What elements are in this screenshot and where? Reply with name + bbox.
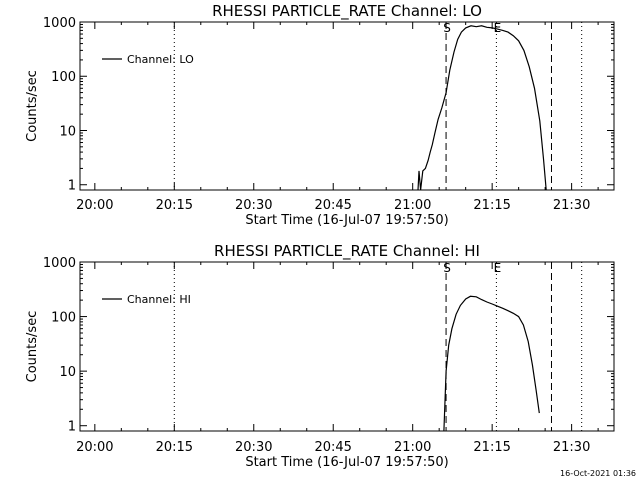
- chart-title: RHESSI PARTICLE_RATE Channel: HI: [214, 242, 480, 261]
- marker-label: S: [443, 261, 451, 275]
- x-tick-label: 21:30: [553, 440, 590, 455]
- x-tick-label: 21:30: [553, 198, 590, 213]
- x-tick-label: 20:30: [235, 440, 272, 455]
- panel-hi: RHESSI PARTICLE_RATE Channel: HI 1 10 100 10…: [25, 242, 615, 470]
- marker-label: S: [443, 21, 451, 35]
- y-tick-label: 10: [59, 365, 76, 380]
- series-line: [443, 295, 540, 432]
- x-tick-label: 20:00: [76, 198, 113, 213]
- chart-title: RHESSI PARTICLE_RATE Channel: LO: [212, 2, 482, 21]
- y-tick-label: 100: [51, 70, 76, 85]
- x-tick-label: 20:45: [314, 198, 351, 213]
- y-tick-label: 1: [68, 179, 76, 194]
- y-tick-label: 1000: [43, 16, 76, 31]
- y-tick-label: 1000: [43, 256, 76, 271]
- marker-label: E: [494, 21, 502, 35]
- x-tick-label: 21:00: [394, 440, 431, 455]
- series-line: [417, 25, 547, 191]
- x-tick-label: 20:00: [76, 440, 113, 455]
- y-tick-label: 1: [68, 420, 76, 435]
- plot-frame: [79, 21, 615, 191]
- x-tick-label: 21:15: [473, 440, 510, 455]
- legend-label: Channel: HI: [127, 293, 191, 306]
- x-tick-label: 20:15: [156, 440, 193, 455]
- panel-lo: RHESSI PARTICLE_RATE Channel: LO 1 10 100 10…: [25, 2, 615, 228]
- timestamp-label: 16-Oct-2021 01:36: [560, 469, 636, 478]
- x-axis-label: Start Time (16-Jul-07 19:57:50): [245, 455, 448, 470]
- y-tick-label: 10: [59, 124, 76, 139]
- x-tick-label: 20:45: [314, 440, 351, 455]
- x-tick-label: 21:15: [473, 198, 510, 213]
- x-tick-label: 21:00: [394, 198, 431, 213]
- x-tick-label: 20:15: [156, 198, 193, 213]
- legend-label: Channel: LO: [127, 53, 194, 66]
- x-tick-label: 20:30: [235, 198, 272, 213]
- marker-label: E: [494, 261, 502, 275]
- y-axis-label: Counts/sec: [25, 311, 40, 383]
- x-axis-label: Start Time (16-Jul-07 19:57:50): [245, 213, 448, 228]
- plot-frame: [79, 261, 615, 432]
- y-axis-label: Counts/sec: [25, 70, 40, 142]
- y-tick-label: 100: [51, 311, 76, 326]
